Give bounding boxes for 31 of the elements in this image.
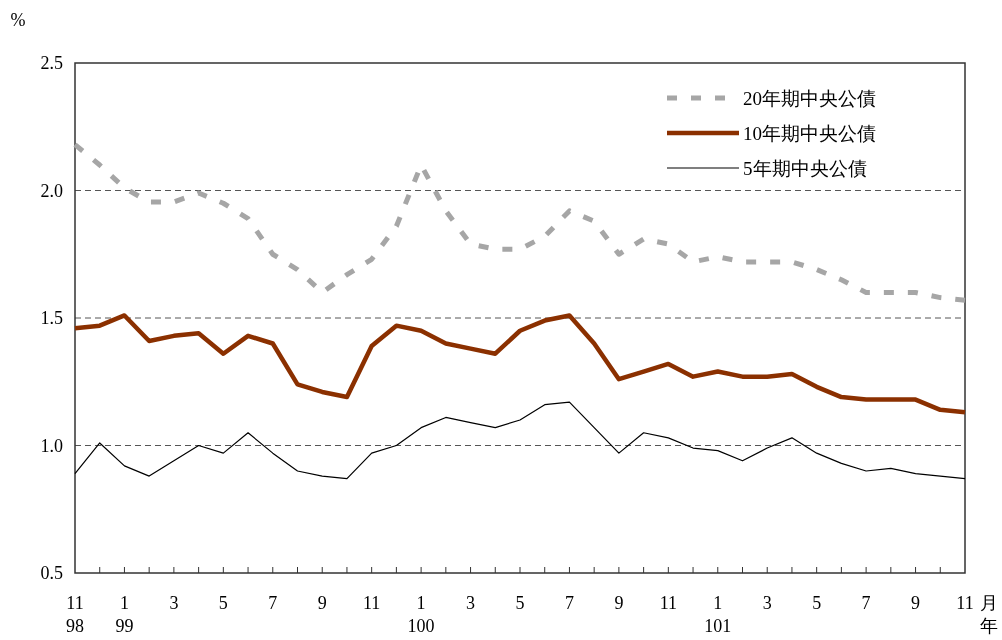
x-tick-label: 1 101 [704, 593, 732, 636]
x-tick-label: 3 [169, 593, 179, 613]
x-tick-label: 7 [564, 593, 574, 613]
x-tick-label: 3 [762, 593, 772, 613]
line-series [74, 401, 966, 480]
x-tick-label: 9 [911, 593, 921, 613]
x-tick-label: 11 98 [66, 593, 84, 636]
y-tick-label: 1.0 [40, 435, 63, 456]
x-tick-label: 9 [614, 593, 624, 613]
x-tick-label: 5 [812, 593, 822, 613]
x-tick-label: 11 [659, 593, 678, 613]
x-tick-label: 3 [466, 593, 476, 613]
y-tick-label: 0.5 [40, 563, 63, 583]
y-tick-label: 2.5 [40, 53, 63, 73]
x-tick-label: 7 [268, 593, 278, 613]
legend-label: 20年期中央公債 [743, 88, 876, 109]
x-tick-label: 5 [515, 593, 525, 613]
x-tick-label: 1 100 [407, 593, 435, 636]
y-tick-label: 2.0 [40, 180, 63, 201]
y-tick-label: 1.5 [40, 308, 63, 328]
x-tick-label: 5 [218, 593, 228, 613]
y-axis-title: % [10, 10, 26, 30]
line-series [72, 313, 968, 415]
legend-label: 10年期中央公債 [743, 123, 876, 144]
x-tick-label: 9 [317, 593, 327, 613]
x-tick-label: 7 [861, 593, 871, 613]
x-tick-label: 11 [362, 593, 381, 613]
x-tick-label: 11 [956, 593, 974, 613]
x-axis-title: 月年 [980, 593, 998, 636]
legend-label: 5年期中央公債 [743, 158, 867, 179]
x-tick-label: 1 99 [115, 593, 134, 636]
